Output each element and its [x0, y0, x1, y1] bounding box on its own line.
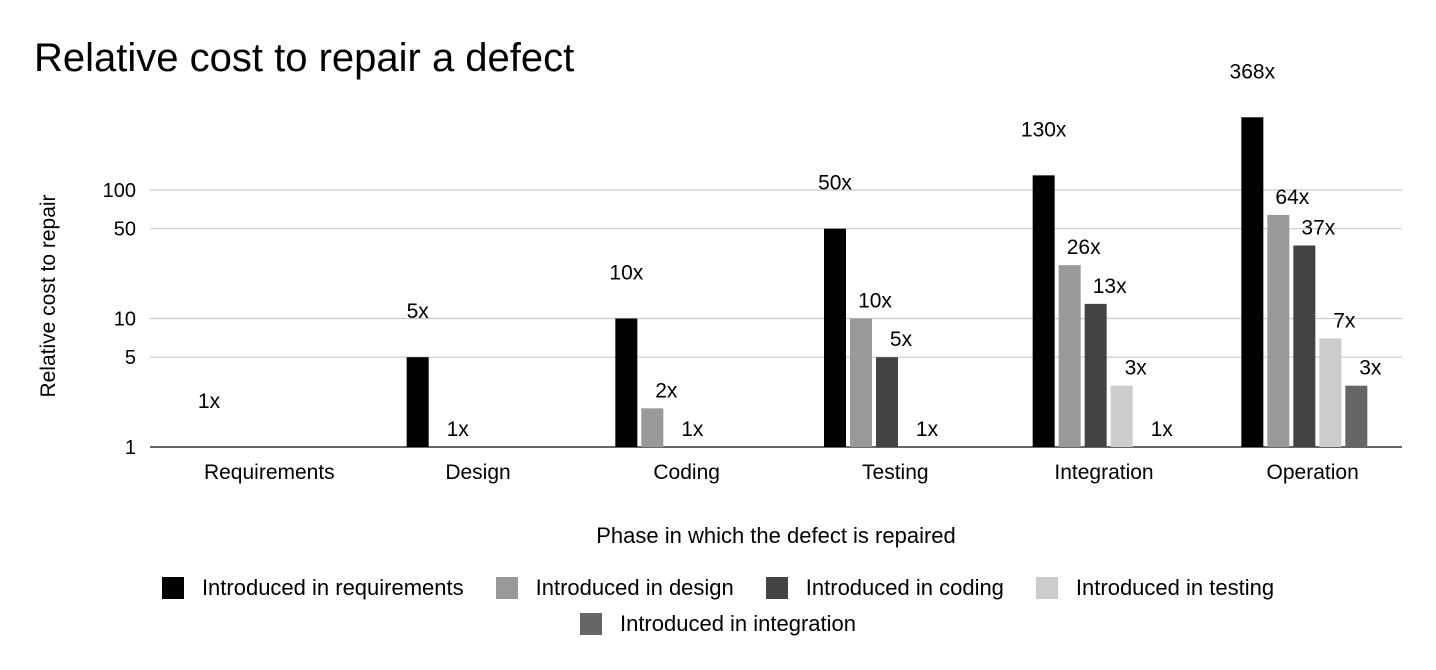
- y-tick-label: 1: [125, 437, 136, 459]
- legend: Introduced in requirements Introduced in …: [0, 570, 1436, 642]
- data-label: 37x: [1301, 216, 1335, 239]
- y-axis-ticks: 1 5 10 50 100: [103, 180, 136, 459]
- legend-swatch: [579, 613, 602, 635]
- chart-title: Relative cost to repair a defect: [34, 36, 575, 80]
- data-label: 64x: [1275, 186, 1309, 209]
- data-label: 1x: [916, 418, 939, 441]
- legend-label: Introduced in integration: [619, 611, 857, 636]
- data-label: 5x: [407, 300, 430, 323]
- legend-label: Introduced in requirements: [201, 575, 464, 600]
- legend-item: Introduced in testing: [1035, 575, 1275, 601]
- y-tick-label: 5: [125, 347, 136, 369]
- data-label: 2x: [655, 379, 678, 402]
- legend-swatch: [1035, 577, 1058, 599]
- legend-row: Introduced in integration: [0, 606, 1436, 642]
- bar: [1319, 338, 1342, 447]
- x-tick-label: Requirements: [204, 461, 335, 484]
- legend-swatch: [495, 577, 518, 599]
- data-label: 1x: [681, 418, 704, 441]
- bar: [850, 318, 872, 447]
- data-label: 5x: [890, 328, 913, 351]
- data-label: 1x: [198, 390, 221, 413]
- y-axis-label: Relative cost to repair: [37, 194, 60, 397]
- data-label: 368x: [1230, 60, 1276, 83]
- y-tick-label: 100: [103, 180, 136, 202]
- data-label: 26x: [1067, 236, 1101, 259]
- gridlines: [150, 189, 1402, 448]
- data-labels: 1x5x1x10x2x1x50x10x5x1x130x26x13x3x1x368…: [198, 60, 1382, 441]
- y-tick-label: 50: [114, 219, 136, 241]
- legend-label: Introduced in design: [535, 575, 734, 600]
- bar: [1084, 303, 1107, 447]
- legend-item: Introduced in integration: [579, 611, 857, 637]
- data-label: 50x: [818, 172, 852, 195]
- bar: [406, 357, 429, 447]
- legend-item: Introduced in design: [495, 575, 734, 601]
- data-label: 10x: [609, 262, 643, 285]
- y-tick-label: 10: [114, 309, 136, 331]
- legend-item: Introduced in requirements: [161, 575, 464, 601]
- x-axis-ticks: Requirements Design Coding Testing Integrati…: [204, 461, 1359, 484]
- bar: [1032, 175, 1055, 447]
- bar: [1293, 245, 1316, 447]
- x-tick-label: Design: [445, 461, 510, 484]
- bar: [615, 318, 638, 447]
- bar: [1345, 385, 1368, 447]
- bars: [406, 117, 1368, 447]
- data-label: 3x: [1359, 357, 1382, 380]
- bar: [1110, 385, 1133, 447]
- x-tick-label: Integration: [1054, 461, 1153, 484]
- legend-label: Introduced in coding: [805, 575, 1004, 600]
- legend-item: Introduced in coding: [765, 575, 1004, 601]
- bar: [824, 228, 846, 447]
- bar: [876, 357, 898, 447]
- bar: [1241, 117, 1264, 447]
- data-label: 10x: [858, 290, 892, 313]
- x-axis-label: Phase in which the defect is repaired: [596, 523, 956, 548]
- bar: [1267, 214, 1290, 447]
- legend-swatch: [161, 577, 184, 599]
- legend-row: Introduced in requirements Introduced in …: [0, 570, 1436, 606]
- bar: [1058, 265, 1081, 447]
- data-label: 7x: [1333, 309, 1356, 332]
- x-tick-label: Testing: [862, 461, 929, 484]
- data-label: 130x: [1021, 118, 1067, 141]
- legend-swatch: [765, 577, 788, 599]
- data-label: 1x: [1151, 418, 1174, 441]
- data-label: 3x: [1125, 357, 1148, 380]
- x-tick-label: Operation: [1267, 461, 1359, 484]
- bar: [641, 408, 664, 447]
- data-label: 13x: [1093, 275, 1127, 298]
- x-tick-label: Coding: [653, 461, 720, 484]
- legend-label: Introduced in testing: [1075, 575, 1275, 600]
- data-label: 1x: [447, 418, 470, 441]
